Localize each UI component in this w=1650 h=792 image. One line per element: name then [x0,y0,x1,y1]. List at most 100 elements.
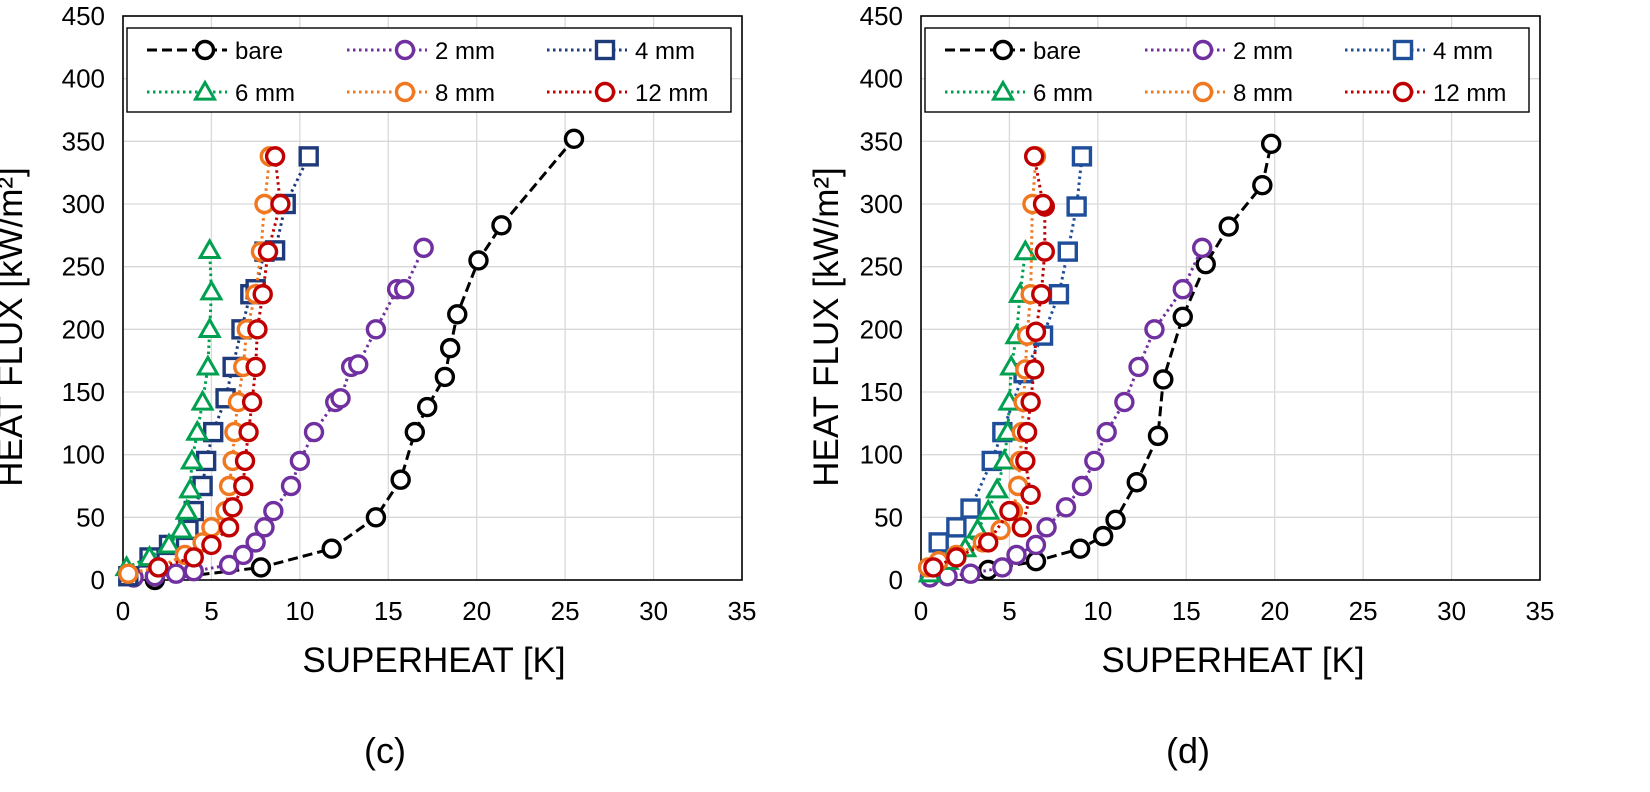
x-tick-label-c: 30 [639,596,668,626]
legend-item-c: 8 mm [347,80,495,107]
legend-item-c: bare [147,38,283,65]
data-point-c [264,146,286,167]
panel-c: 0 5 10 15 20 25 30 3505010015020025030035040045… [0,1,756,771]
y-tick-label-c: 250 [62,252,105,282]
y-tick-label-d: 350 [860,126,903,156]
legend-swatch-marker-c [594,81,616,103]
legend-swatch-marker-c [594,39,616,61]
data-point-c [195,354,220,376]
legend-label-c: 12 mm [635,80,708,107]
y-tick-label-d: 0 [889,565,903,595]
data-point-d [1114,391,1135,413]
data-point-c [218,554,240,576]
x-tick-label-d: 0 [914,596,928,626]
data-point-c [222,497,243,518]
data-point-d [1032,193,1054,215]
data-point-c [233,475,254,497]
series-12mm-d [923,146,1056,578]
data-point-c [165,563,187,584]
data-point-d [976,498,1001,520]
legend-item-c: 2 mm [347,38,495,65]
legend-c: bare 2 mm 4 mm 6 mm 8 mm 12 mm [126,27,732,113]
legend-box-d [924,27,1530,113]
data-point-c [183,547,204,568]
x-tick-label-c: 0 [116,596,130,626]
x-tick-label-d: 5 [1002,596,1016,626]
data-point-d [1034,241,1056,262]
x-axis-label-d: SUPERHEAT [K] [1101,641,1364,680]
data-point-d [990,519,1011,541]
data-point-c [190,389,215,411]
panel-label-c: (c) [364,730,406,771]
data-point-c [447,304,468,325]
data-point-d [1011,517,1033,538]
panel-d: 0 5 10 15 20 25 30 3505010015020025030035040045… [807,1,1554,771]
data-point-d [978,532,999,553]
data-point-d [1066,196,1087,217]
x-tick-label-c: 10 [285,596,314,626]
data-point-c [289,450,311,472]
data-point-d [1144,319,1165,340]
data-point-d [960,498,981,519]
data-point-d [928,532,949,553]
legend-label-c: 2 mm [435,38,495,65]
data-point-c [330,388,351,409]
data-point-c [174,498,199,520]
legend-swatch-marker-c [194,39,216,61]
data-point-c [254,517,275,538]
legend-swatch-marker-d [992,39,1014,61]
data-point-c [252,284,273,305]
data-point-c [201,534,222,556]
data-point-c [434,366,456,388]
data-point-d [1147,425,1169,447]
series-line-d [929,247,1204,579]
x-tick-label-d: 20 [1260,596,1289,626]
data-point-c [321,538,342,559]
data-point-c [303,421,325,443]
data-point-d [1069,538,1091,559]
series-12mm-c [148,146,291,578]
data-point-c [197,237,222,259]
x-tick-label-c: 15 [374,596,403,626]
data-point-d [1057,241,1078,262]
data-point-c [298,146,319,167]
data-point-c [201,517,222,538]
y-tick-label-c: 450 [62,1,105,31]
data-point-c [169,517,194,539]
y-tick-label-d: 250 [860,252,903,282]
chart-c: 0 5 10 15 20 25 30 3505010015020025030035040045… [62,1,757,626]
legend-swatch-marker-d [990,79,1016,101]
y-tick-label-c: 300 [62,189,105,219]
data-point-d [946,517,967,538]
y-tick-label-d: 150 [860,377,903,407]
legend-item-c: 12 mm [547,80,708,107]
data-point-c [270,193,291,215]
x-tick-label-c: 25 [551,596,580,626]
data-point-c [179,448,205,470]
data-point-d [1006,544,1027,566]
data-point-d [1055,497,1077,518]
data-point-d [1016,421,1038,443]
data-point-c [365,507,387,528]
data-point-c [218,517,240,538]
legend-label-d: 2 mm [1233,38,1293,65]
data-point-c [491,215,512,236]
data-point-c [257,241,279,262]
data-point-c [348,354,369,375]
data-point-d [1084,450,1105,472]
y-axis-label-d: HEAT FLUX [kW/m²] [807,167,846,487]
data-point-c [245,356,266,378]
data-point-d [1023,146,1045,167]
data-point-d [1153,369,1174,390]
series-bare-d [978,133,1282,581]
data-point-d [1025,551,1047,572]
series-line-c [127,156,272,576]
x-tick-label-d: 15 [1172,596,1201,626]
legend-label-c: 8 mm [435,80,495,107]
legend-swatch-marker-d [1392,81,1414,103]
data-point-c [238,421,259,443]
legend-d: bare 2 mm 4 mm 6 mm 8 mm 12 mm [924,27,1530,113]
data-point-d [1023,359,1045,380]
legend-item-c: 4 mm [547,38,695,65]
y-tick-label-c: 350 [62,126,105,156]
